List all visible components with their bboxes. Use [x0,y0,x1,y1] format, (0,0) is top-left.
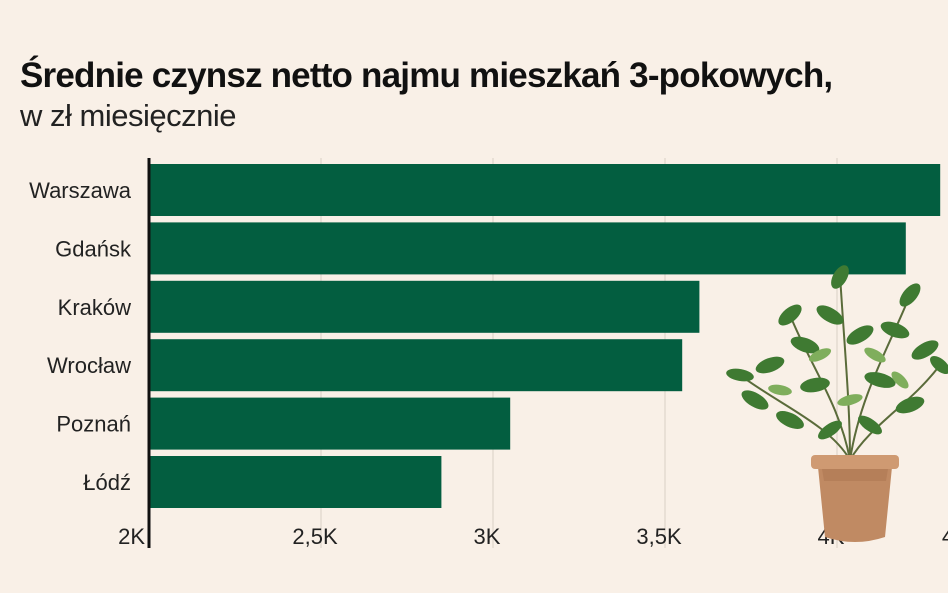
bar-Wrocław [149,339,683,392]
category-label: Poznań [56,412,131,437]
bar-Gdańsk [149,222,906,275]
category-label: Warszawa [29,178,132,203]
title-block: Średnie czynsz netto najmu mieszkań 3-po… [20,56,833,133]
bar-Warszawa [149,164,941,216]
potted-plant-icon [726,265,948,542]
chart-subtitle: w zł miesięcznie [20,98,236,133]
category-labels: Warszawa Gdańsk Kraków Wrocław Poznań Łódź [29,178,132,495]
chart-title: Średnie czynsz netto najmu mieszkań 3-po… [20,56,833,95]
x-tick-label: 3,5K [636,524,682,549]
x-tick-label: 2,5K [292,524,338,549]
x-tick-label: 2K [118,524,145,549]
category-label: Gdańsk [55,236,132,261]
bar-Kraków [149,280,700,333]
bar-Poznań [149,397,511,450]
bars [149,164,941,508]
x-tick-label: 4 [942,524,948,549]
category-label: Wrocław [47,353,131,378]
category-label: Łódź [83,470,131,495]
x-tick-label: 3K [474,524,501,549]
category-label: Kraków [58,295,131,320]
bar-Łódź [149,456,442,508]
